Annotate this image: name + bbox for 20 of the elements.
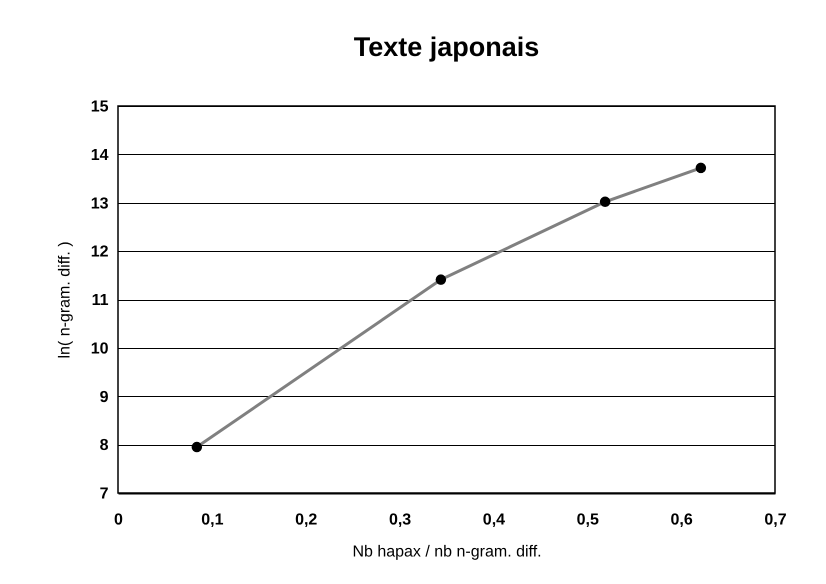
y-tick-label: 9: [100, 388, 109, 406]
x-tick-label: 0,7: [764, 512, 787, 528]
y-tick-label: 12: [90, 244, 109, 261]
x-tick-label: 0: [114, 512, 124, 528]
x-tick-label: 0,2: [295, 512, 318, 528]
y-tick-label: 10: [90, 340, 109, 358]
y-tick-label: 13: [90, 195, 109, 212]
chart-title: Texte japonais: [354, 32, 540, 62]
x-axis-title: Nb hapax / nb n-gram. diff.: [352, 544, 542, 560]
y-tick-label: 8: [100, 437, 109, 454]
y-tick-label: 11: [92, 292, 109, 309]
x-tick-label: 0,6: [670, 512, 693, 528]
y-axis-title: ln( n-gram. diff. ): [56, 241, 74, 359]
x-tick-label: 0,3: [388, 512, 412, 528]
y-tick-label: 14: [90, 146, 109, 164]
y-tick-label: 7: [100, 486, 109, 502]
x-tick-label: 0,5: [576, 512, 600, 528]
x-tick-label: 0,4: [482, 512, 506, 528]
x-tick-label: 0,1: [201, 512, 224, 528]
y-tick-label: 15: [90, 98, 109, 116]
